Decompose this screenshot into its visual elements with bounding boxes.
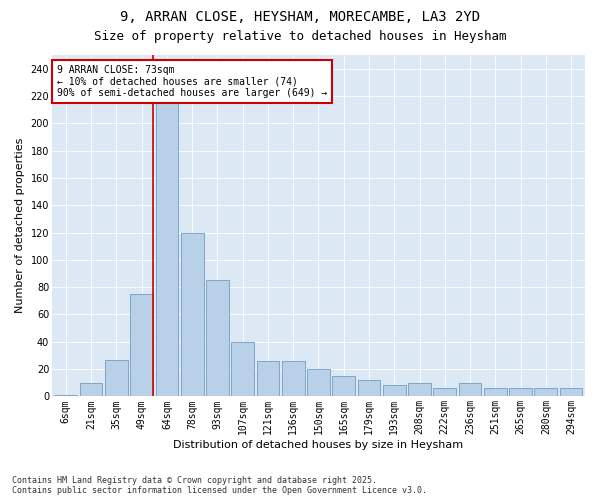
Bar (509, 388, 532, 396)
Bar (181, 232, 203, 396)
Bar (206, 280, 229, 396)
Bar (383, 386, 406, 396)
Bar (55, 395, 77, 396)
Bar (80, 383, 103, 396)
Bar (155, 82, 178, 396)
Y-axis label: Number of detached properties: Number of detached properties (15, 138, 25, 314)
Bar (105, 360, 128, 397)
Bar (232, 342, 254, 396)
Bar (458, 383, 481, 396)
Bar (484, 388, 506, 396)
Text: 9, ARRAN CLOSE, HEYSHAM, MORECAMBE, LA3 2YD: 9, ARRAN CLOSE, HEYSHAM, MORECAMBE, LA3 … (120, 10, 480, 24)
Bar (358, 380, 380, 396)
Bar (408, 383, 431, 396)
Bar (433, 388, 456, 396)
Bar (535, 388, 557, 396)
Text: Contains HM Land Registry data © Crown copyright and database right 2025.
Contai: Contains HM Land Registry data © Crown c… (12, 476, 427, 495)
Text: 9 ARRAN CLOSE: 73sqm
← 10% of detached houses are smaller (74)
90% of semi-detac: 9 ARRAN CLOSE: 73sqm ← 10% of detached h… (57, 65, 328, 98)
Text: Size of property relative to detached houses in Heysham: Size of property relative to detached ho… (94, 30, 506, 43)
Bar (257, 361, 280, 396)
Bar (282, 361, 305, 396)
Bar (332, 376, 355, 396)
Bar (560, 388, 583, 396)
X-axis label: Distribution of detached houses by size in Heysham: Distribution of detached houses by size … (173, 440, 464, 450)
Bar (307, 369, 330, 396)
Bar (130, 294, 153, 396)
